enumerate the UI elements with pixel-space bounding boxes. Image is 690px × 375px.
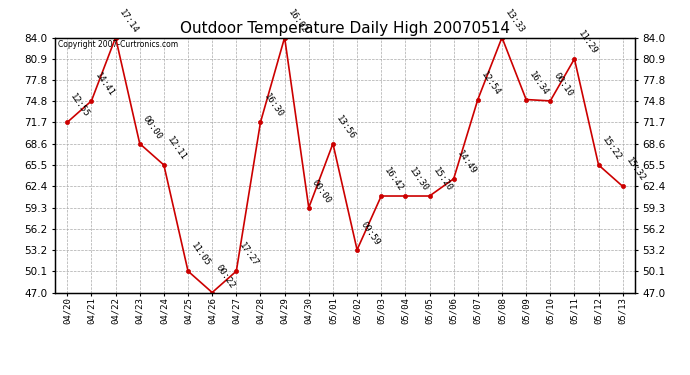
Title: Outdoor Temperature Daily High 20070514: Outdoor Temperature Daily High 20070514 — [180, 21, 510, 36]
Text: 16:34: 16:34 — [528, 70, 551, 97]
Text: 16:42: 16:42 — [383, 166, 406, 193]
Text: 15:32: 15:32 — [624, 156, 647, 184]
Text: 11:29: 11:29 — [576, 29, 599, 56]
Text: 13:33: 13:33 — [504, 8, 526, 35]
Text: 13:56: 13:56 — [335, 114, 357, 141]
Text: 00:00: 00:00 — [310, 178, 333, 205]
Text: 15:22: 15:22 — [600, 135, 623, 162]
Text: 17:14: 17:14 — [117, 8, 140, 35]
Text: 16:30: 16:30 — [262, 92, 285, 120]
Text: 14:41: 14:41 — [93, 71, 116, 98]
Text: 00:10: 00:10 — [552, 71, 575, 98]
Text: 00:22: 00:22 — [214, 262, 237, 290]
Text: 14:49: 14:49 — [455, 149, 478, 176]
Text: 00:00: 00:00 — [141, 114, 164, 141]
Text: 12:11: 12:11 — [166, 135, 188, 162]
Text: 16:02: 16:02 — [286, 8, 309, 35]
Text: 11:05: 11:05 — [190, 241, 213, 268]
Text: 15:20: 15:20 — [431, 166, 454, 193]
Text: 13:30: 13:30 — [407, 166, 430, 193]
Text: 12:54: 12:54 — [480, 70, 502, 97]
Text: 12:55: 12:55 — [69, 92, 92, 120]
Text: 09:59: 09:59 — [359, 220, 382, 247]
Text: Copyright 2007-Curtronics.com: Copyright 2007-Curtronics.com — [58, 40, 178, 49]
Text: 17:27: 17:27 — [238, 241, 261, 268]
